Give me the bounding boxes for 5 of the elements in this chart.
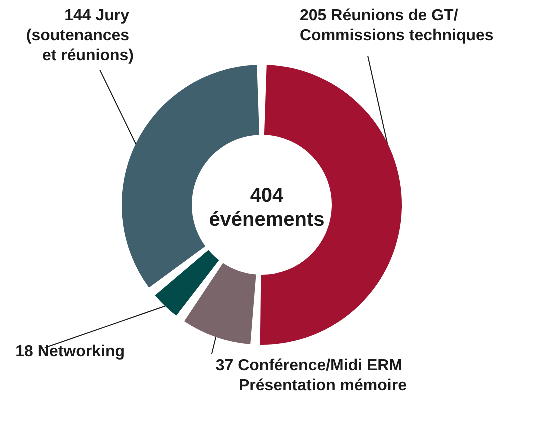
slice-label: 205 Réunions de GT/ Commissions techniques — [300, 8, 494, 44]
slice-label: 18 Networking — [16, 344, 125, 360]
slice-label: 37 Conférence/Midi ERM Présentation mémoire — [216, 358, 408, 394]
text: 404 événements — [209, 185, 325, 231]
slice-label: 144 Jury (soutenances et réunions) — [26, 8, 134, 64]
